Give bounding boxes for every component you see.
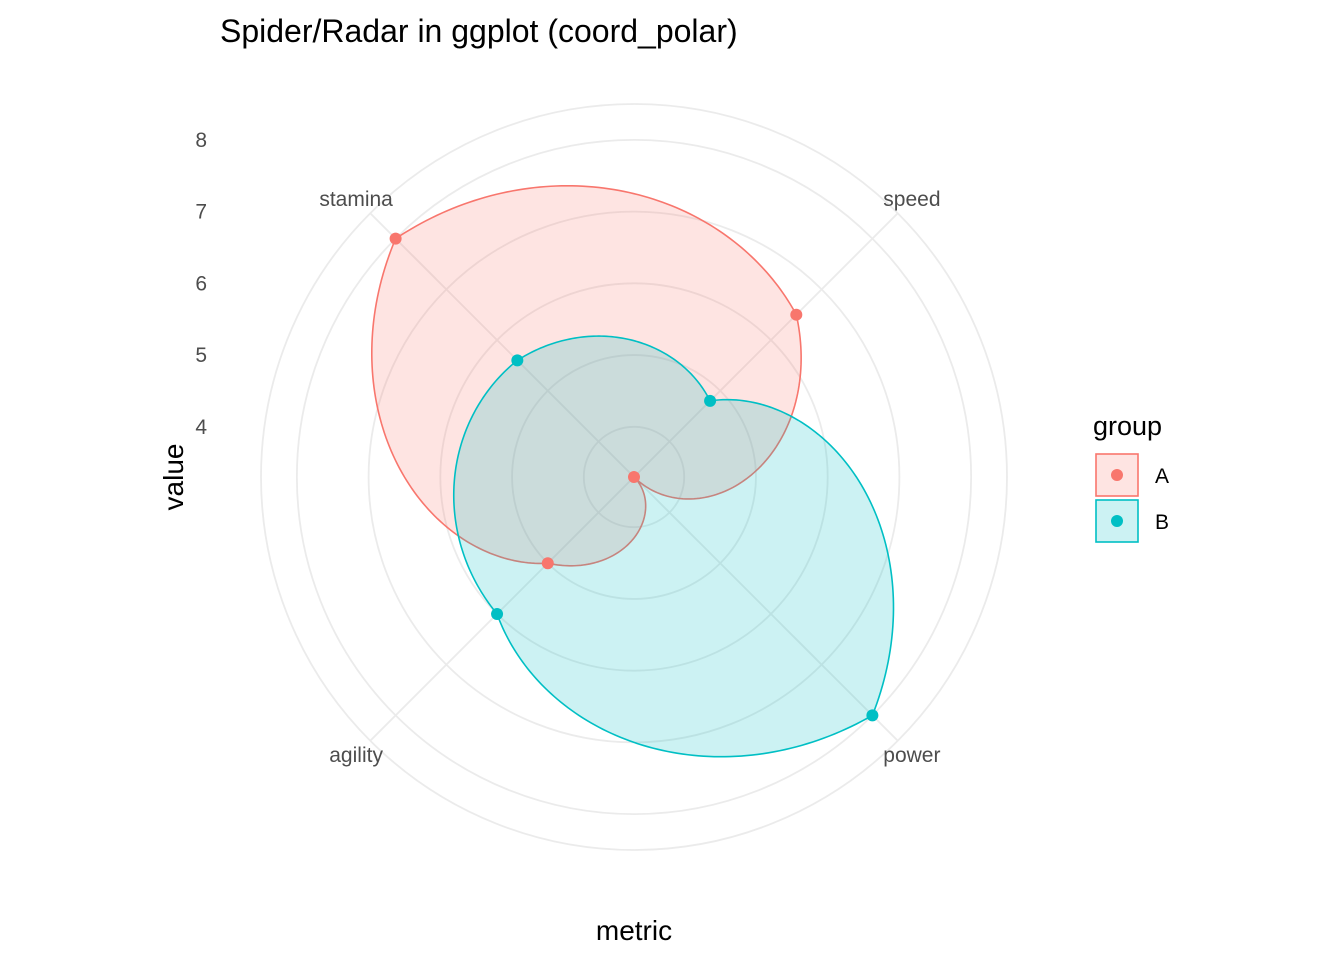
series-B-area: [452, 335, 895, 758]
grid-spoke: [369, 476, 635, 742]
grid-spoke: [633, 212, 899, 478]
grid-circle-outer: [260, 103, 1008, 851]
legend-label-B: B: [1155, 511, 1169, 534]
category-label-stamina: stamina: [319, 188, 393, 211]
y-axis-title: value: [158, 444, 189, 511]
point-B-speed: [704, 394, 717, 407]
grid-spoke: [633, 476, 899, 742]
category-label-power: power: [883, 744, 940, 767]
point-B-power: [866, 709, 879, 722]
grid-circle: [439, 282, 829, 672]
point-A-agility: [541, 557, 554, 570]
y-tick-label: 4: [195, 416, 207, 439]
point-A-stamina: [389, 232, 402, 245]
category-labels: speed power agility stamina: [319, 188, 940, 767]
points-layer: [389, 232, 879, 722]
grid-circle: [295, 138, 973, 816]
y-tick-label: 8: [195, 129, 207, 152]
point-A-power: [628, 471, 640, 483]
grid-spoke: [369, 212, 635, 478]
category-label-speed: speed: [883, 188, 940, 211]
y-tick-label: 6: [195, 272, 207, 295]
chart-title: Spider/Radar in ggplot (coord_polar): [220, 13, 738, 49]
legend-label-A: A: [1155, 465, 1169, 488]
legend-point-A: [1111, 469, 1123, 481]
x-axis-title: metric: [596, 915, 672, 946]
legend-point-B: [1111, 515, 1123, 527]
grid-circle: [582, 425, 686, 529]
legend-title: group: [1093, 411, 1162, 441]
category-label-agility: agility: [329, 744, 383, 767]
point-B-stamina: [511, 354, 524, 367]
y-tick-label: 5: [195, 344, 207, 367]
series-layer: [370, 184, 895, 758]
y-tick-labels: 4 5 6 7 8: [195, 129, 207, 439]
point-A-speed: [790, 308, 803, 321]
legend: group AB: [1093, 411, 1169, 543]
point-B-agility: [491, 607, 504, 620]
y-tick-label: 7: [195, 201, 207, 224]
grid-circle: [511, 354, 757, 600]
